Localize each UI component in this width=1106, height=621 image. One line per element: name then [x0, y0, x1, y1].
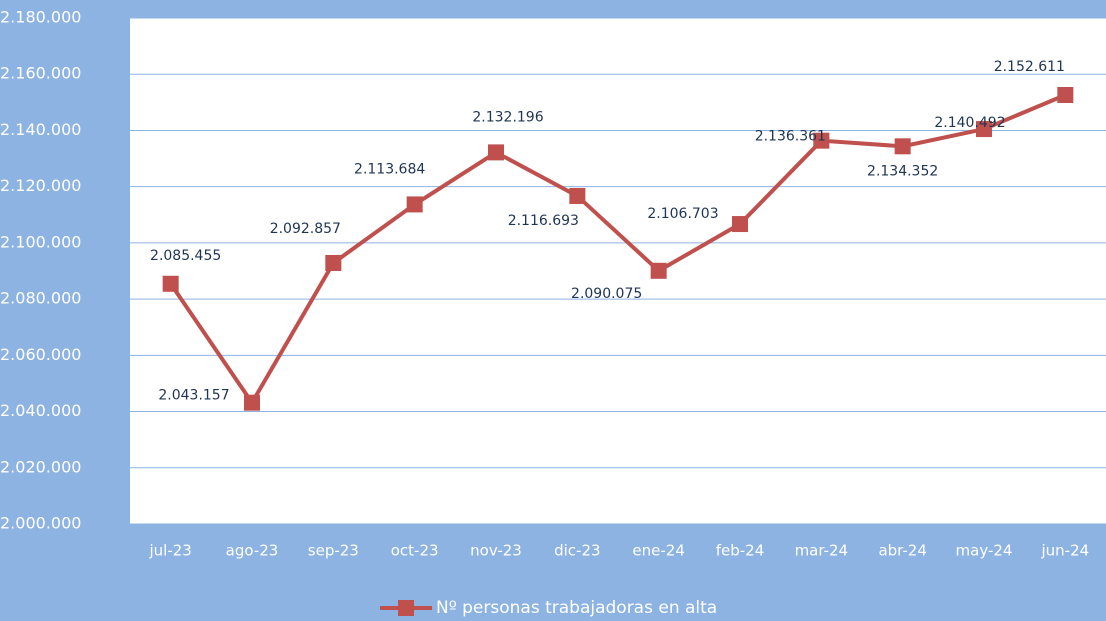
x-tick-label: nov-23: [470, 542, 522, 560]
data-point: [488, 144, 504, 161]
data-label: 2.043.157: [158, 388, 229, 404]
x-tick-label: abr-24: [878, 542, 926, 560]
data-label: 2.092.857: [270, 221, 341, 237]
x-tick-label: dic-23: [554, 542, 600, 560]
data-label: 2.132.196: [472, 109, 543, 125]
y-tick-label: 2.140.000: [0, 120, 81, 139]
x-tick-label: feb-24: [716, 542, 765, 560]
x-tick-label: ago-23: [226, 542, 279, 560]
data-point: [162, 275, 179, 292]
data-point: [894, 138, 911, 155]
y-tick-label: 2.160.000: [0, 64, 81, 83]
y-tick-label: 2.040.000: [0, 401, 81, 420]
data-point: [244, 394, 260, 411]
x-tick-label: sep-23: [308, 542, 359, 560]
data-label: 2.134.352: [867, 163, 938, 179]
y-tick-label: 2.060.000: [0, 345, 81, 364]
data-label: 2.140.492: [934, 115, 1005, 131]
y-tick-label: 2.180.000: [0, 8, 81, 27]
y-tick-label: 2.100.000: [0, 232, 81, 251]
legend-marker: [398, 600, 414, 616]
data-label: 2.136.361: [755, 129, 826, 145]
x-tick-label: mar-24: [795, 542, 849, 560]
legend-label: Nº personas trabajadoras en alta: [436, 598, 717, 618]
x-tick-label: jun-24: [1040, 542, 1089, 560]
data-point: [813, 132, 830, 149]
x-tick-label: ene-24: [632, 542, 684, 560]
data-point: [976, 121, 992, 138]
data-label: 2.090.075: [571, 286, 642, 302]
y-tick-label: 2.120.000: [0, 176, 81, 195]
data-label: 2.106.703: [647, 206, 718, 222]
data-label: 2.116.693: [508, 213, 579, 229]
y-tick-label: 2.080.000: [0, 289, 81, 308]
data-label: 2.152.611: [994, 59, 1065, 75]
data-point: [650, 262, 667, 279]
x-tick-label: may-24: [956, 542, 1013, 560]
data-label: 2.085.455: [150, 248, 221, 264]
data-point: [325, 254, 342, 271]
data-point: [732, 216, 748, 233]
x-tick-label: jul-23: [148, 542, 191, 560]
y-tick-label: 2.020.000: [0, 457, 81, 476]
series-line: [169, 93, 1067, 407]
data-point: [406, 196, 423, 213]
x-tick-label: oct-23: [391, 542, 439, 560]
plot-area: [130, 18, 1106, 524]
data-point: [569, 187, 586, 204]
data-point: [1057, 86, 1074, 103]
data-label: 2.113.684: [354, 161, 425, 177]
y-tick-label: 2.000.000: [0, 514, 81, 533]
